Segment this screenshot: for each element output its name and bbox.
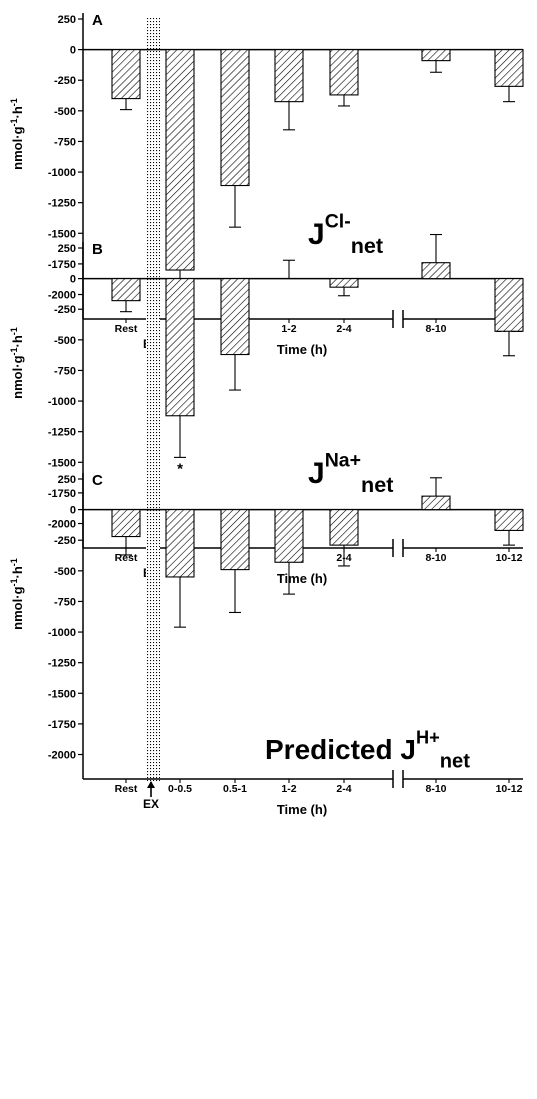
y-tick-label: 0 [70,45,76,57]
x-tick-label: 10-12 [496,552,523,564]
bar [274,49,304,103]
y-tick-label: 0 [70,505,76,517]
bar [165,509,195,578]
x-axis-label: Time (h) [277,342,327,357]
bar [329,49,359,96]
panel-A: 250 0 -250 -500 -750 -1000 -1250 -1500 -1750 -200… [9,12,524,357]
bar [220,49,250,187]
bar [421,495,451,511]
exercise-band [146,246,160,550]
y-axis-label: nmol·g-1·h-1 [9,98,25,170]
series-annotation: JNa+net [308,450,393,498]
x-tick-label: 10-12 [496,783,523,795]
bar [329,509,359,546]
bar [111,278,141,302]
y-tick-label: -1250 [48,658,76,670]
bar [494,49,524,87]
x-tick-label: Rest [115,783,138,795]
y-tick-label: 0 [70,274,76,286]
x-tick-label: 1-2 [281,783,296,795]
y-tick-label: -250 [54,75,76,87]
bar [165,49,195,271]
y-tick-label: -1250 [48,198,76,210]
bar [494,278,524,332]
y-axis-label: nmol·g-1·h-1 [9,558,25,630]
y-tick-label: -1500 [48,688,76,700]
series-annotation: JCl-net [308,211,383,259]
y-tick-label: -1750 [48,259,76,271]
y-tick-label: -500 [54,106,76,118]
bar [111,49,141,100]
x-tick-label: 2-4 [336,783,351,795]
y-tick-label: -1500 [48,457,76,469]
y-tick-label: -750 [54,365,76,377]
y-tick-label: 250 [58,14,76,26]
y-tick-label: 250 [58,243,76,255]
panel-letter: A [92,12,103,29]
y-tick-label: -250 [54,535,76,547]
exercise-band [146,477,160,781]
panel-letter: C [92,472,103,489]
significance-marker: * [177,460,183,477]
x-tick-label: 1-2 [281,323,296,335]
up-arrow-icon [147,781,155,788]
exercise-band [146,17,160,321]
x-tick-label: 8-10 [425,783,446,795]
y-tick-label: -250 [54,304,76,316]
x-tick-label: 8-10 [425,552,446,564]
y-tick-label: -1000 [48,396,76,408]
bar [494,509,524,531]
x-axis-label: Time (h) [277,802,327,817]
y-tick-label: -750 [54,596,76,608]
exercise-label: EX [143,797,159,811]
y-tick-label: -2000 [48,519,76,531]
y-tick-label: -1500 [48,228,76,240]
bar [165,278,195,417]
bar [220,509,250,571]
x-tick-label: 0-0.5 [168,783,192,795]
panel-letter: B [92,241,103,258]
y-tick-label: -1000 [48,627,76,639]
y-tick-label: -500 [54,566,76,578]
x-tick-label: Rest [115,323,138,335]
y-tick-label: -500 [54,335,76,347]
y-tick-label: -1750 [48,719,76,731]
y-tick-label: -2000 [48,290,76,302]
x-tick-label: 8-10 [425,323,446,335]
bar [421,49,451,62]
y-axis-label: nmol·g-1·h-1 [9,327,25,399]
x-axis-label: Time (h) [277,571,327,586]
y-tick-label: -1000 [48,167,76,179]
bar [421,262,451,280]
y-tick-label: -2000 [48,750,76,762]
bar [220,278,250,356]
y-tick-label: -1750 [48,488,76,500]
x-tick-label: 2-4 [336,323,351,335]
x-tick-label: 0.5-1 [223,783,247,795]
series-annotation: Predicted JH+net [265,728,470,773]
y-tick-label: -750 [54,136,76,148]
y-tick-label: 250 [58,474,76,486]
bar [274,509,304,563]
panel-C: 250 0 -250 -500 -750 -1000 -1250 -1500 -1750 -200… [9,472,524,817]
bar [329,278,359,288]
bar [111,509,141,538]
panel-B: 250 0 -250 -500 -750 -1000 -1250 -1500 -1750 -200… [9,233,524,586]
y-tick-label: -1250 [48,427,76,439]
